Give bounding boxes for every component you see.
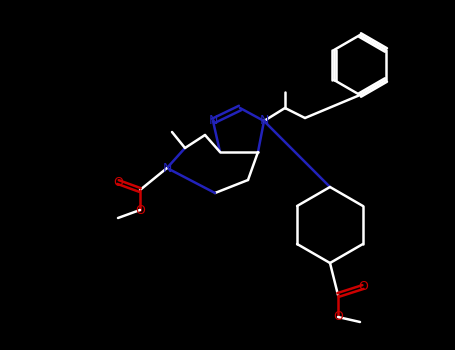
Text: N: N xyxy=(259,114,269,127)
Text: O: O xyxy=(135,203,145,217)
Text: O: O xyxy=(358,280,368,294)
Text: O: O xyxy=(113,175,123,189)
Text: O: O xyxy=(333,310,343,323)
Text: N: N xyxy=(208,114,217,127)
Text: N: N xyxy=(162,161,172,175)
